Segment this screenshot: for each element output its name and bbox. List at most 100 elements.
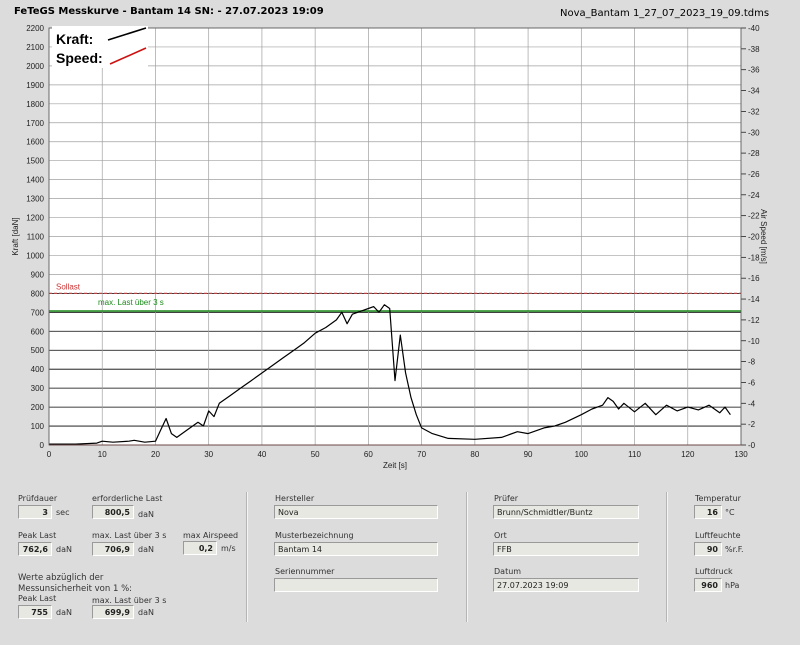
muster-label: Musterbezeichnung <box>275 531 354 540</box>
y2-tick-label: -32 <box>748 107 760 116</box>
y-axis-label: Kraft [daN] <box>11 217 20 255</box>
y-tick-label: 100 <box>31 422 45 431</box>
y-tick-label: 400 <box>31 365 45 374</box>
legend-speed-label: Speed: <box>56 50 103 66</box>
y2-tick-label: -38 <box>748 45 760 54</box>
peak-last-unit: daN <box>56 545 72 554</box>
max-airspeed-field: 0,2 <box>183 541 217 555</box>
hersteller-field: Nova <box>274 505 438 519</box>
y-tick-label: 300 <box>31 384 45 393</box>
y-tick-label: 2000 <box>26 62 44 71</box>
erf-last-field: 800,5 <box>92 505 134 519</box>
max-last-field: 706,9 <box>92 542 134 556</box>
y-tick-label: 1600 <box>26 138 44 147</box>
legend-kraft-swatch <box>107 27 147 41</box>
muster-field: Bantam 14 <box>274 542 438 556</box>
peak-last-adj-label: Peak Last <box>18 594 57 603</box>
pruefdauer-field: 3 <box>18 505 52 519</box>
datum-field: 27.07.2023 19:09 <box>493 578 639 592</box>
peak-last-adj-field: 755 <box>18 605 52 619</box>
luftfeuchte-label: Luftfeuchte <box>695 531 741 540</box>
pruefer-field: Brunn/Schmidtler/Buntz <box>493 505 639 519</box>
sollast-label: Sollast <box>56 282 81 291</box>
y-tick-label: 1700 <box>26 119 44 128</box>
y-tick-label: 1900 <box>26 81 44 90</box>
y-tick-label: 1000 <box>26 251 44 260</box>
legend-speed-swatch <box>109 47 147 65</box>
x-tick-label: 10 <box>98 450 107 459</box>
pruefdauer-label: Prüfdauer <box>18 494 58 503</box>
y-tick-label: 1200 <box>26 214 44 223</box>
max-airspeed-unit: m/s <box>221 544 236 553</box>
y-tick-label: 1300 <box>26 195 44 204</box>
y2-tick-label: -14 <box>748 295 760 304</box>
erf-last-unit: daN <box>138 510 154 519</box>
x-tick-label: 120 <box>681 450 695 459</box>
y-tick-label: 0 <box>40 441 45 450</box>
y2-tick-label: -26 <box>748 170 760 179</box>
x-tick-label: 110 <box>628 450 641 459</box>
y-tick-label: 1400 <box>26 176 44 185</box>
y2-tick-label: -36 <box>748 66 760 75</box>
max-last-label: max. Last über 3 s <box>92 531 167 540</box>
x-tick-label: 100 <box>575 450 589 459</box>
x-tick-label: 80 <box>470 450 479 459</box>
y-tick-label: 800 <box>31 289 45 298</box>
y2-tick-label: -20 <box>748 233 760 242</box>
pruefer-label: Prüfer <box>494 494 519 503</box>
y-tick-label: 900 <box>31 270 45 279</box>
y-tick-label: 200 <box>31 403 45 412</box>
luftdruck-field: 960 <box>694 578 722 592</box>
max-last-line-label: max. Last über 3 s <box>98 298 164 307</box>
x-tick-label: 40 <box>257 450 266 459</box>
peak-last-label: Peak Last <box>18 531 57 540</box>
x-axis-label: Zeit [s] <box>383 461 407 470</box>
y2-tick-label: -4 <box>748 399 756 408</box>
x-tick-label: 30 <box>204 450 213 459</box>
max-last-adj-field: 699,9 <box>92 605 134 619</box>
max-airspeed-label: max Airspeed <box>183 531 239 540</box>
ort-label: Ort <box>494 531 507 540</box>
y2-tick-label: -18 <box>748 253 760 262</box>
y2-tick-label: -24 <box>748 191 760 200</box>
legend-kraft-label: Kraft: <box>56 31 93 47</box>
luftdruck-label: Luftdruck <box>695 567 733 576</box>
temperatur-field: 16 <box>694 505 722 519</box>
y2-tick-label: -28 <box>748 149 760 158</box>
x-tick-label: 90 <box>524 450 533 459</box>
y-tick-label: 1100 <box>27 233 45 242</box>
y2-tick-label: -6 <box>748 378 756 387</box>
y-tick-label: 2200 <box>26 24 44 33</box>
temperatur-unit: °C <box>725 508 735 517</box>
peak-last-field: 762,6 <box>18 542 52 556</box>
datum-label: Datum <box>494 567 522 576</box>
erf-last-label: erforderliche Last <box>92 494 163 503</box>
y2-tick-label: -0 <box>748 441 756 450</box>
x-tick-label: 130 <box>734 450 748 459</box>
y2-tick-label: -10 <box>748 337 760 346</box>
y-tick-label: 1500 <box>26 157 44 166</box>
seriennummer-label: Seriennummer <box>275 567 335 576</box>
y-tick-label: 600 <box>31 327 45 336</box>
x-tick-label: 20 <box>151 450 160 459</box>
luftfeuchte-unit: %r.F. <box>725 545 744 554</box>
hersteller-label: Hersteller <box>275 494 315 503</box>
luftdruck-unit: hPa <box>725 581 740 590</box>
peak-last-adj-unit: daN <box>56 608 72 617</box>
file-name: Nova_Bantam 1_27_07_2023_19_09.tdms <box>560 8 770 19</box>
series-kraft-line <box>49 304 731 445</box>
temperatur-label: Temperatur <box>695 494 741 503</box>
max-last-unit: daN <box>138 545 154 554</box>
y2-tick-label: -8 <box>748 358 756 367</box>
y2-tick-label: -34 <box>748 87 760 96</box>
ort-field: FFB <box>493 542 639 556</box>
seriennummer-field <box>274 578 438 592</box>
pruefdauer-unit: sec <box>56 508 70 517</box>
y2-tick-label: -16 <box>748 274 760 283</box>
y2-tick-label: -40 <box>748 24 760 33</box>
x-tick-label: 50 <box>311 450 320 459</box>
x-tick-label: 0 <box>47 450 52 459</box>
y2-tick-label: -30 <box>748 128 760 137</box>
measurement-uncertainty-note: Werte abzüglich der Messunsicherheit von… <box>18 573 133 594</box>
